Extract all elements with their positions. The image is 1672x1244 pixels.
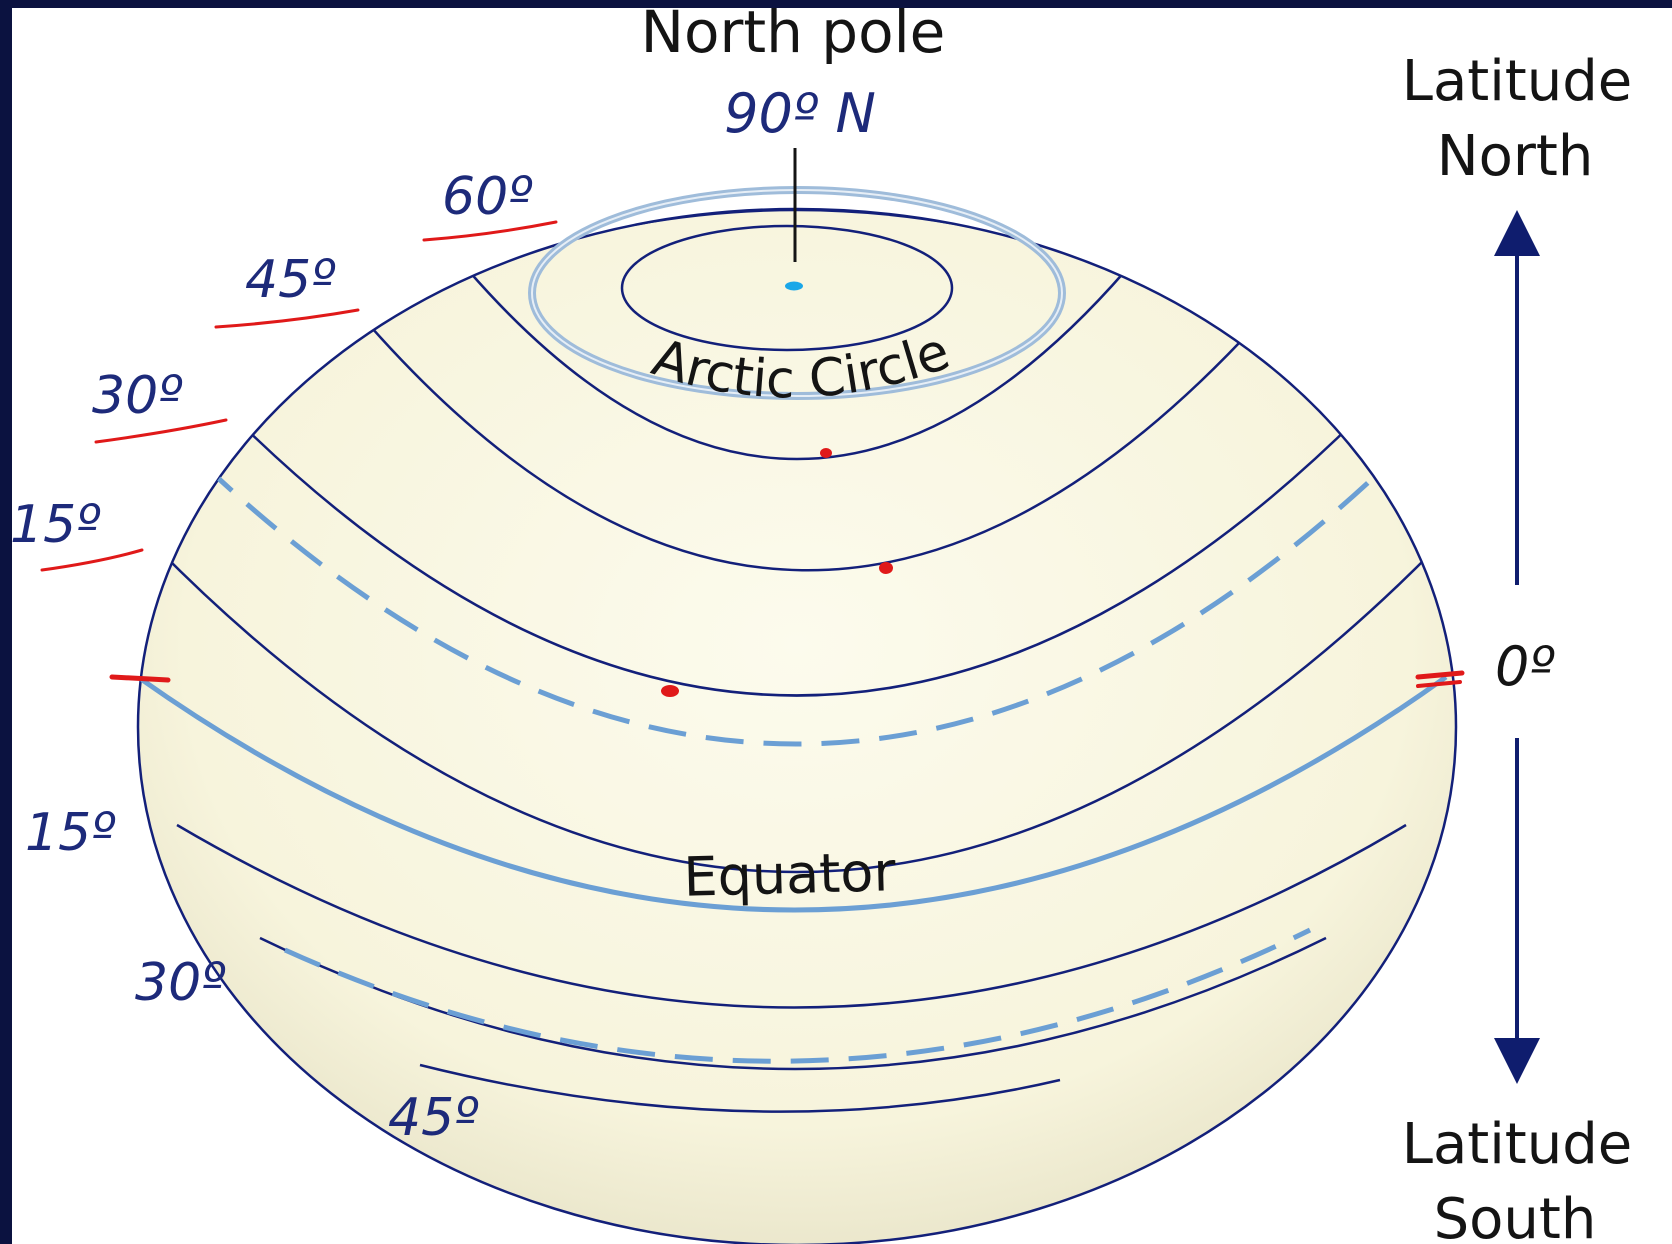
latitude-north-label-line2: North: [1437, 124, 1594, 189]
red-annotations: [40, 220, 1465, 688]
north-pole-label: North pole: [641, 0, 946, 66]
tropic-of-cancer: [202, 463, 1389, 747]
north-pole-dot: [785, 281, 803, 291]
latitude-30n-label: 30º: [92, 366, 183, 426]
latitude-south-label-line1: Latitude: [1402, 1112, 1632, 1177]
underline-30n: [94, 418, 228, 444]
arrow-down-icon: [1494, 738, 1540, 1084]
arrow-up-icon: [1494, 210, 1540, 585]
red-dot-15n: [661, 685, 679, 697]
latitude-lines: [138, 209, 1448, 1113]
red-dot-45n: [820, 448, 832, 458]
underline-45n: [214, 308, 360, 329]
north-pole-degree-label: 90º N: [724, 82, 876, 145]
latitude-45s-label: 45º: [388, 1088, 479, 1148]
latitude-line-60n: [467, 269, 1127, 461]
latitude-south-label-line2: South: [1434, 1187, 1597, 1244]
latitude-60n-label: 60º: [442, 167, 533, 227]
polar-circle: [620, 224, 954, 352]
equator-line: [138, 674, 1448, 913]
latitude-15n-label: 15º: [10, 495, 101, 555]
latitude-15s-label: 15º: [25, 803, 116, 863]
equator-tick-left: [109, 674, 171, 683]
equator-label: Equator: [683, 840, 897, 909]
zero-degree-label: 0º: [1495, 635, 1555, 698]
underline-60n: [422, 220, 558, 242]
latitude-line-15s: [176, 823, 1407, 1009]
latitude-45n-label: 45º: [245, 250, 336, 310]
latitude-line-15n: [156, 547, 1437, 874]
red-dot-30n: [879, 562, 893, 574]
underline-15n: [40, 548, 144, 572]
tropic-of-capricorn: [283, 927, 1312, 1064]
latitude-line-30n: [232, 415, 1361, 697]
equator-tick-right-a: [1415, 670, 1465, 680]
equator-tick-right-b: [1416, 680, 1462, 688]
latitude-line-45s: [419, 1063, 1061, 1113]
latitude-north-label-line1: Latitude: [1402, 49, 1632, 114]
latitude-30s-label: 30º: [135, 953, 226, 1013]
red-dots: [661, 448, 893, 697]
latitude-line-45n: [357, 311, 1257, 572]
arctic-circle-inner: [531, 189, 1063, 397]
